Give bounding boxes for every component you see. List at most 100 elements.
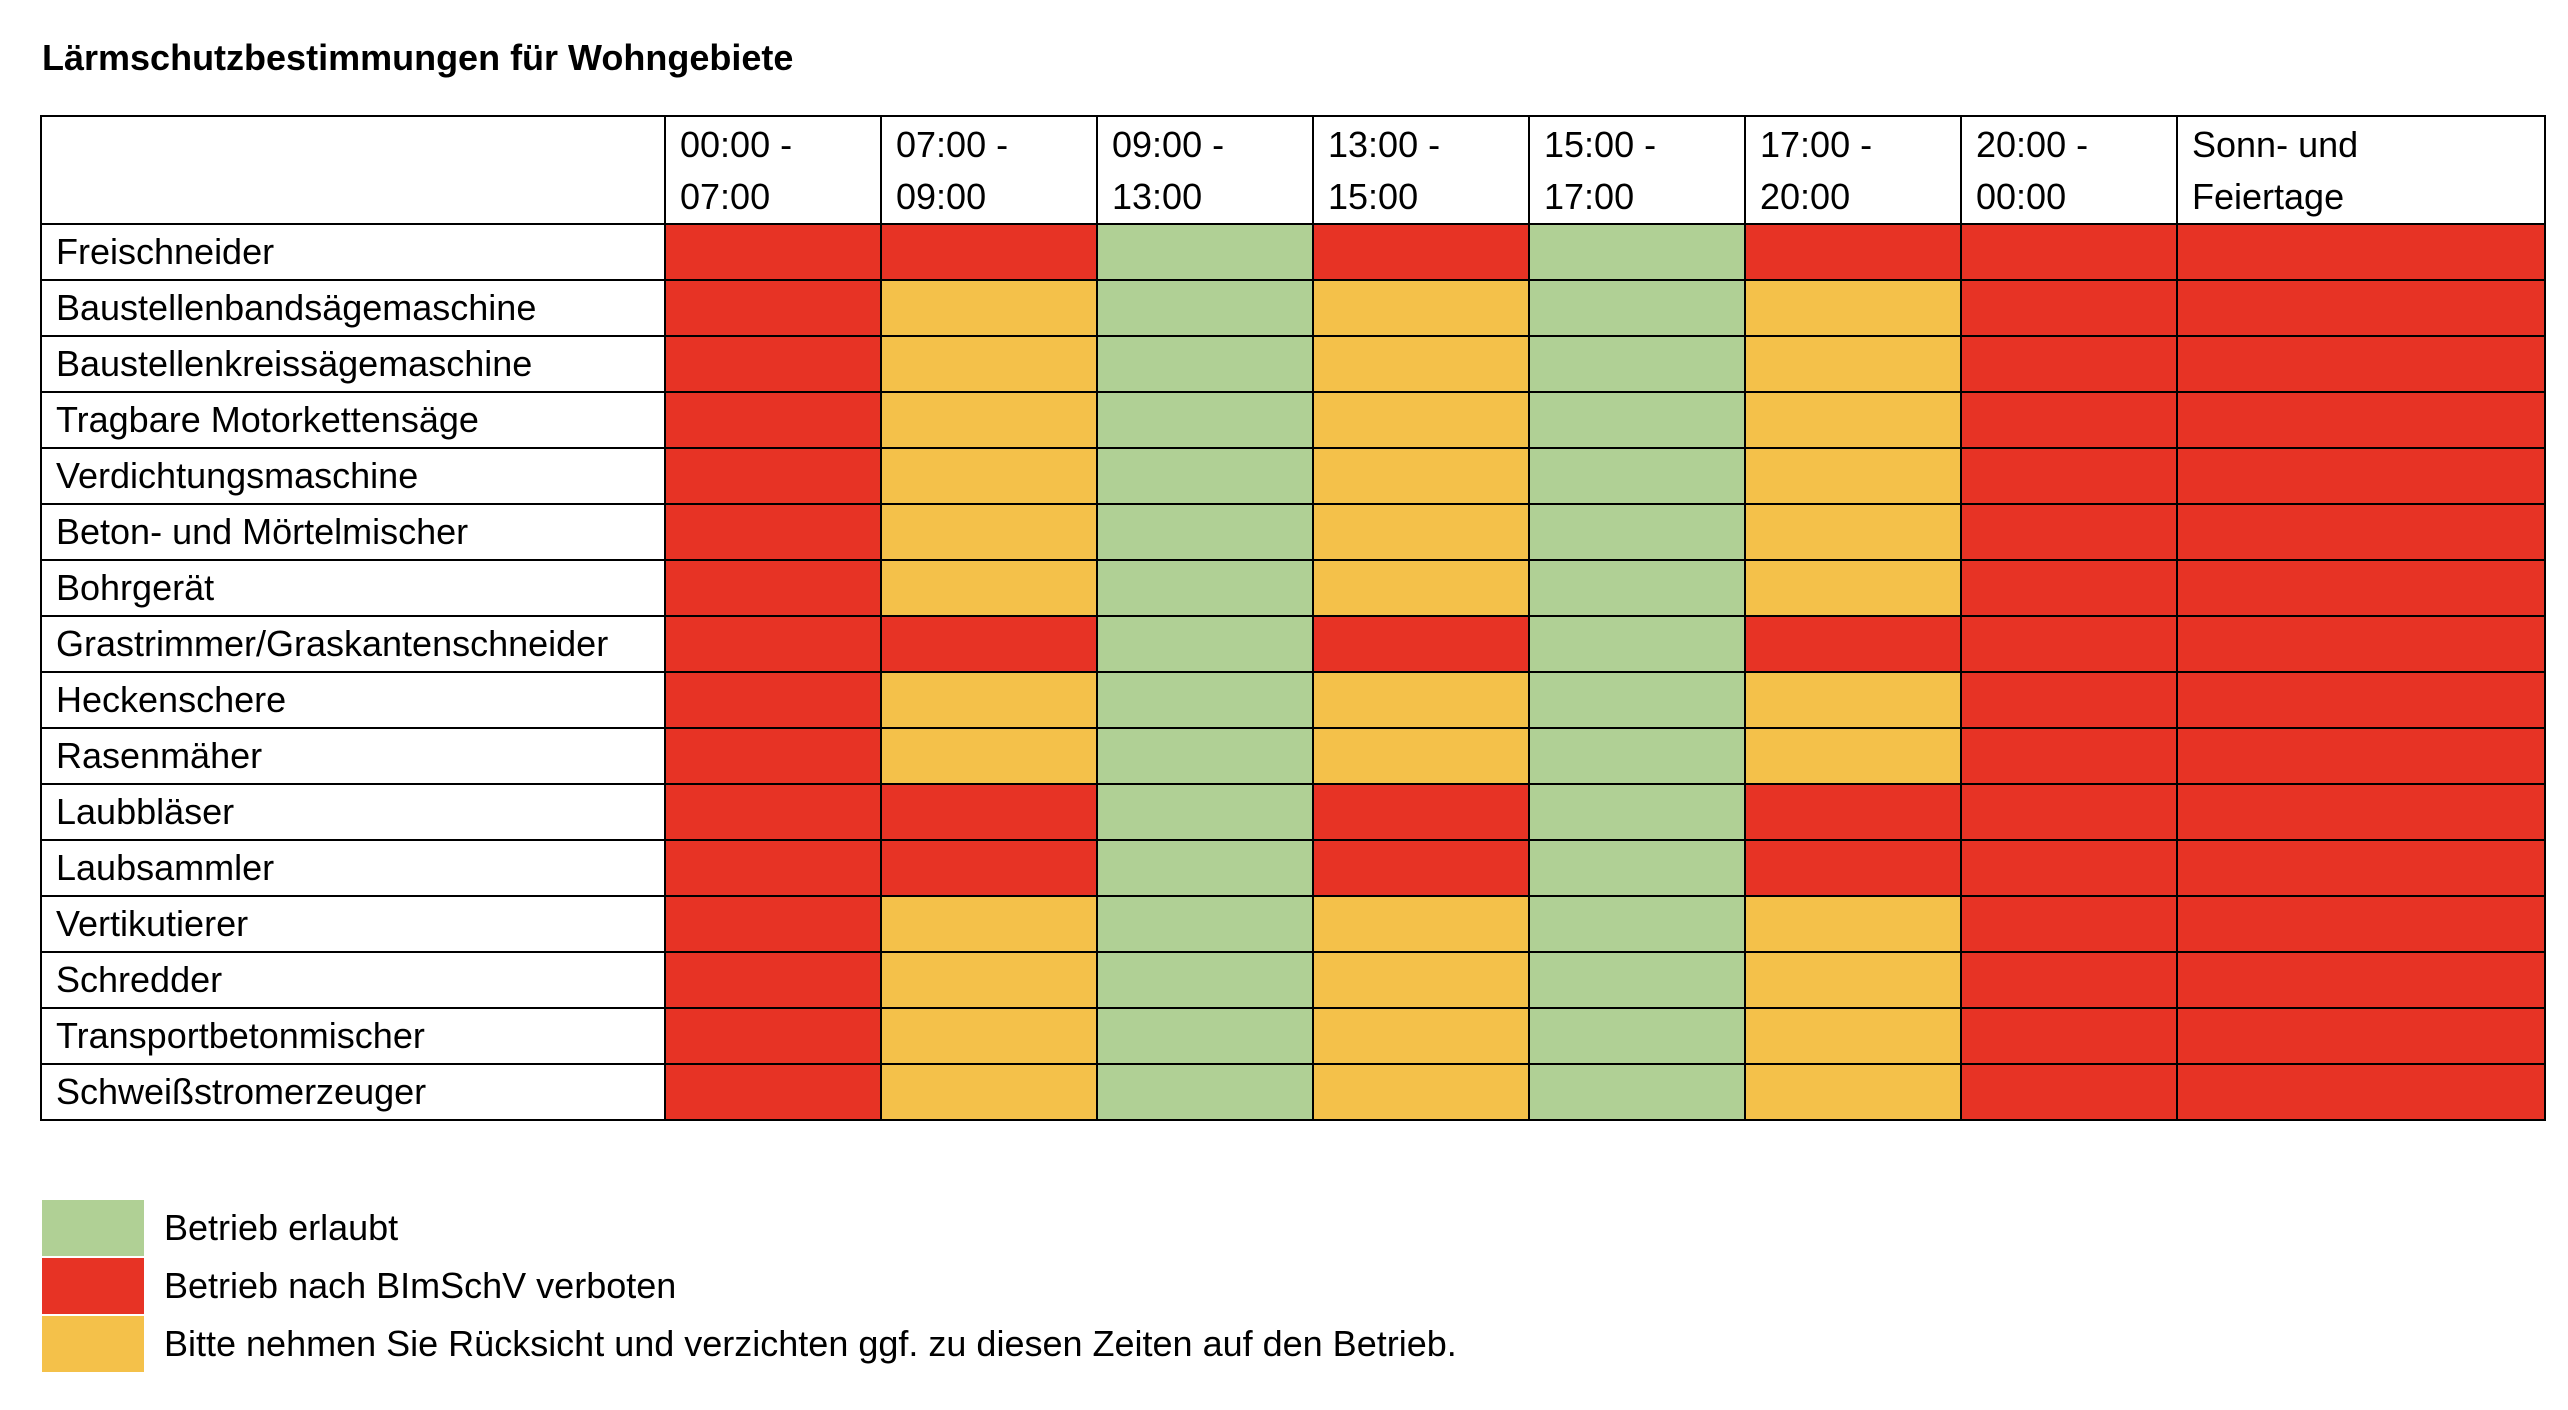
status-cell — [664, 839, 882, 897]
status-cell — [1744, 391, 1962, 449]
status-cell — [2176, 503, 2546, 561]
device-name-cell: Rasenmäher — [40, 727, 666, 785]
status-cell — [1744, 895, 1962, 953]
status-cell — [1960, 391, 2178, 449]
status-cell — [1528, 783, 1746, 841]
status-cell — [2176, 783, 2546, 841]
status-cell — [1312, 1007, 1530, 1065]
status-cell — [1960, 503, 2178, 561]
status-cell — [1528, 1063, 1746, 1121]
table-row: Verdichtungsmaschine — [40, 447, 2546, 505]
table-row: Schweißstromerzeuger — [40, 1063, 2546, 1121]
device-name-cell: Transportbetonmischer — [40, 1007, 666, 1065]
status-cell — [1312, 839, 1530, 897]
device-name-cell: Tragbare Motorkettensäge — [40, 391, 666, 449]
status-cell — [1312, 335, 1530, 393]
status-cell — [1096, 615, 1314, 673]
status-cell — [1744, 447, 1962, 505]
status-cell — [1528, 335, 1746, 393]
status-cell — [664, 391, 882, 449]
status-cell — [1960, 783, 2178, 841]
status-cell — [1960, 727, 2178, 785]
status-cell — [1528, 1007, 1746, 1065]
status-cell — [2176, 895, 2546, 953]
status-cell — [1096, 951, 1314, 1009]
status-cell — [880, 335, 1098, 393]
status-cell — [664, 223, 882, 281]
status-cell — [2176, 223, 2546, 281]
status-cell — [1528, 447, 1746, 505]
device-name-cell: Grastrimmer/Graskantenschneider — [40, 615, 666, 673]
status-cell — [1528, 391, 1746, 449]
status-cell — [880, 1007, 1098, 1065]
table-row: Baustellenkreissägemaschine — [40, 335, 2546, 393]
status-cell — [1744, 1063, 1962, 1121]
status-cell — [2176, 335, 2546, 393]
status-cell — [1096, 279, 1314, 337]
status-cell — [1744, 671, 1962, 729]
status-cell — [2176, 391, 2546, 449]
status-cell — [880, 671, 1098, 729]
table-row: Grastrimmer/Graskantenschneider — [40, 615, 2546, 673]
status-cell — [664, 335, 882, 393]
table-row: Transportbetonmischer — [40, 1007, 2546, 1065]
device-name-cell: Beton- und Mörtelmischer — [40, 503, 666, 561]
status-cell — [1528, 839, 1746, 897]
status-cell — [1528, 503, 1746, 561]
status-cell — [1096, 391, 1314, 449]
status-cell — [2176, 727, 2546, 785]
status-cell — [2176, 951, 2546, 1009]
status-cell — [1096, 895, 1314, 953]
table-row: Laubbläser — [40, 783, 2546, 841]
status-cell — [880, 1063, 1098, 1121]
legend-swatch — [42, 1316, 144, 1372]
status-cell — [1744, 559, 1962, 617]
status-cell — [1312, 447, 1530, 505]
status-cell — [880, 839, 1098, 897]
status-cell — [880, 503, 1098, 561]
status-cell — [880, 391, 1098, 449]
device-name-cell: Baustellenbandsägemaschine — [40, 279, 666, 337]
status-cell — [2176, 279, 2546, 337]
status-cell — [880, 279, 1098, 337]
status-cell — [1312, 951, 1530, 1009]
legend-label: Bitte nehmen Sie Rücksicht und verzichte… — [164, 1323, 1457, 1364]
status-cell — [1528, 671, 1746, 729]
status-cell — [664, 1063, 882, 1121]
status-cell — [1960, 335, 2178, 393]
device-name-cell: Vertikutierer — [40, 895, 666, 953]
status-cell — [1312, 1063, 1530, 1121]
status-cell — [1096, 503, 1314, 561]
column-header: 15:00 - 17:00 — [1528, 115, 1746, 225]
status-cell — [1096, 1063, 1314, 1121]
status-cell — [1096, 447, 1314, 505]
table-row: Laubsammler — [40, 839, 2546, 897]
status-cell — [1960, 671, 2178, 729]
status-cell — [1960, 223, 2178, 281]
status-cell — [1960, 447, 2178, 505]
status-cell — [1744, 1007, 1962, 1065]
status-cell — [880, 951, 1098, 1009]
device-name-cell: Schredder — [40, 951, 666, 1009]
status-cell — [1744, 335, 1962, 393]
table-row: Heckenschere — [40, 671, 2546, 729]
device-name-cell: Schweißstromerzeuger — [40, 1063, 666, 1121]
status-cell — [880, 615, 1098, 673]
column-header: 20:00 - 00:00 — [1960, 115, 2178, 225]
status-cell — [1960, 839, 2178, 897]
status-cell — [1312, 503, 1530, 561]
table-row: Vertikutierer — [40, 895, 2546, 953]
device-name-cell: Laubsammler — [40, 839, 666, 897]
status-cell — [1528, 895, 1746, 953]
status-cell — [1312, 279, 1530, 337]
status-cell — [1096, 783, 1314, 841]
status-cell — [664, 671, 882, 729]
column-header: 13:00 - 15:00 — [1312, 115, 1530, 225]
status-cell — [880, 223, 1098, 281]
status-cell — [1744, 503, 1962, 561]
device-name-cell: Verdichtungsmaschine — [40, 447, 666, 505]
status-cell — [1312, 727, 1530, 785]
status-cell — [1528, 223, 1746, 281]
table-row: Freischneider — [40, 223, 2546, 281]
status-cell — [2176, 615, 2546, 673]
